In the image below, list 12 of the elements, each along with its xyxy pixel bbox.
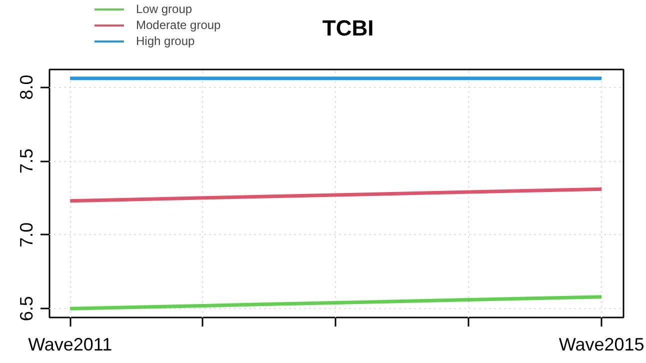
y-tick-label: 7.0: [16, 222, 36, 248]
line-series: [68, 295, 604, 310]
y-tick-label: 6.5: [16, 296, 36, 322]
x-tick-label: Wave2015: [558, 334, 644, 354]
chart-title: TCBI: [322, 16, 374, 40]
legend-label: High group: [136, 34, 195, 48]
x-tick-label: Wave2011: [28, 334, 112, 354]
y-tick-label: 7.5: [16, 148, 36, 174]
line-series: [68, 187, 604, 203]
legend-label: Moderate group: [136, 18, 221, 32]
legend-label: Low group: [136, 2, 192, 16]
y-tick-label: 8.0: [16, 74, 36, 100]
